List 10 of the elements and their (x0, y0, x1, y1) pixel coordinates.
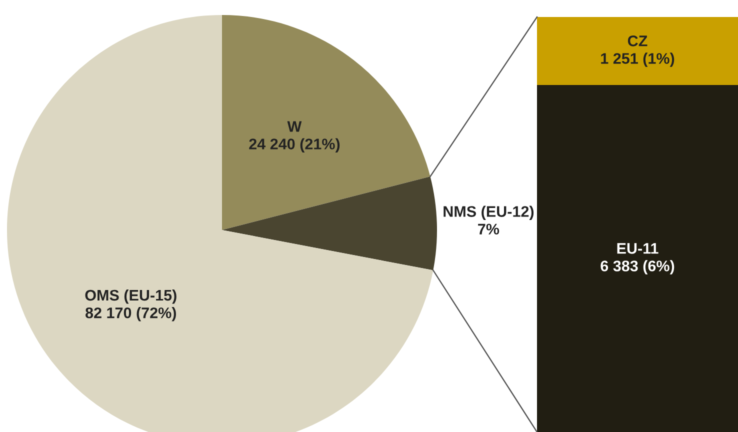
data-label: 82 170 (72%) (86, 307, 176, 322)
slice-label: NMS (EU-12) (444, 206, 534, 220)
slice-label: OMS (EU-15) (85, 289, 176, 304)
data-label: 1 251 (1%) (601, 52, 674, 67)
data-label: 24 240 (21%) (249, 138, 340, 152)
data-label: 7% (478, 224, 500, 234)
series-label: EU-11 (617, 243, 658, 254)
series-label: CZ (628, 36, 648, 46)
data-label: 6 383 (6%) (600, 260, 674, 274)
slice-label: W (287, 121, 302, 132)
